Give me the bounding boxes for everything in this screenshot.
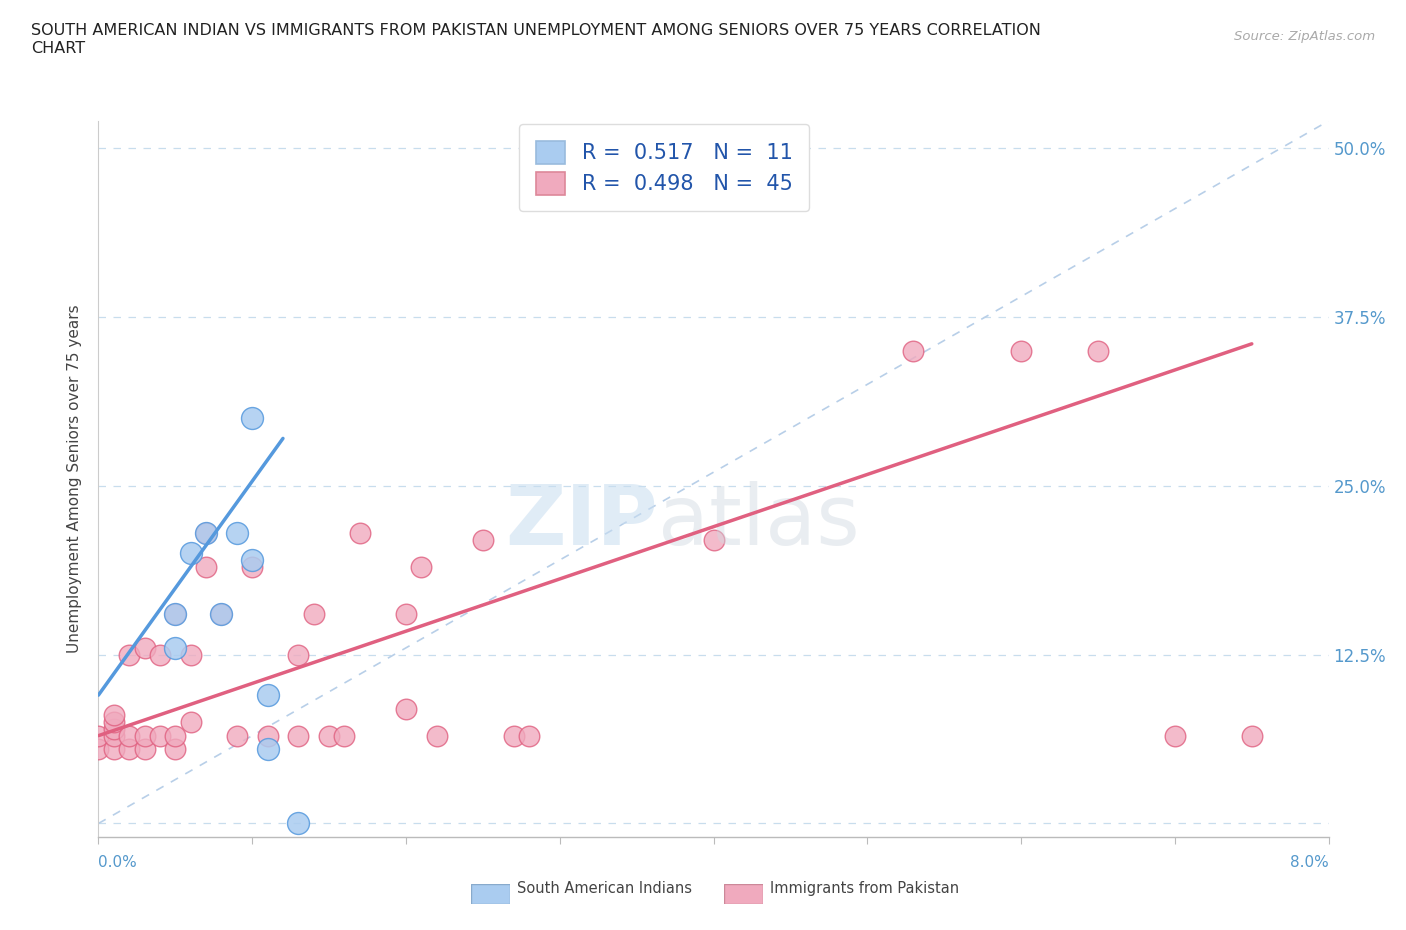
Point [302,606,325,621]
Point [240,552,263,567]
Legend: R =  0.517   N =  11, R =  0.498   N =  45: R = 0.517 N = 11, R = 0.498 N = 45 [519,125,810,211]
Point [165,728,187,743]
Point [256,687,278,702]
Point [225,728,247,743]
Point [118,728,141,743]
Point [149,647,172,662]
Text: atlas: atlas [658,482,860,563]
Point [333,728,356,743]
Text: South American Indians: South American Indians [517,881,692,896]
Point [118,647,141,662]
Point [103,708,125,723]
Point [703,532,725,547]
Point [287,816,309,830]
Y-axis label: Unemployment Among Seniors over 75 years: Unemployment Among Seniors over 75 years [67,305,83,653]
Point [149,728,172,743]
Point [502,728,524,743]
Point [195,525,218,540]
Point [256,742,278,757]
Point [287,647,309,662]
Point [426,728,449,743]
Point [87,728,110,743]
Point [165,742,187,757]
Point [118,742,141,757]
Point [180,546,202,561]
Text: 8.0%: 8.0% [1289,855,1329,870]
Point [287,728,309,743]
Point [180,715,202,730]
Point [1087,343,1109,358]
Point [395,701,418,716]
Point [225,525,247,540]
Point [256,728,278,743]
Point [318,728,340,743]
Point [349,525,371,540]
Point [395,606,418,621]
Point [180,647,202,662]
Point [103,722,125,737]
Text: ZIP: ZIP [506,482,658,563]
Point [211,606,233,621]
Point [1010,343,1032,358]
Point [240,559,263,574]
Text: 0.0%: 0.0% [98,855,138,870]
Point [471,532,494,547]
Point [1240,728,1263,743]
Point [134,742,156,757]
Point [103,728,125,743]
Text: SOUTH AMERICAN INDIAN VS IMMIGRANTS FROM PAKISTAN UNEMPLOYMENT AMONG SENIORS OVE: SOUTH AMERICAN INDIAN VS IMMIGRANTS FROM… [31,23,1040,56]
Point [103,742,125,757]
Point [411,559,433,574]
Point [134,641,156,656]
Point [134,728,156,743]
Point [211,606,233,621]
Point [240,411,263,426]
Point [165,606,187,621]
Text: Immigrants from Pakistan: Immigrants from Pakistan [770,881,960,896]
Point [1164,728,1187,743]
Point [195,559,218,574]
Point [87,742,110,757]
Point [165,641,187,656]
Point [903,343,925,358]
Point [517,728,540,743]
Point [103,715,125,730]
Point [165,606,187,621]
Text: Source: ZipAtlas.com: Source: ZipAtlas.com [1234,30,1375,43]
Point [195,525,218,540]
